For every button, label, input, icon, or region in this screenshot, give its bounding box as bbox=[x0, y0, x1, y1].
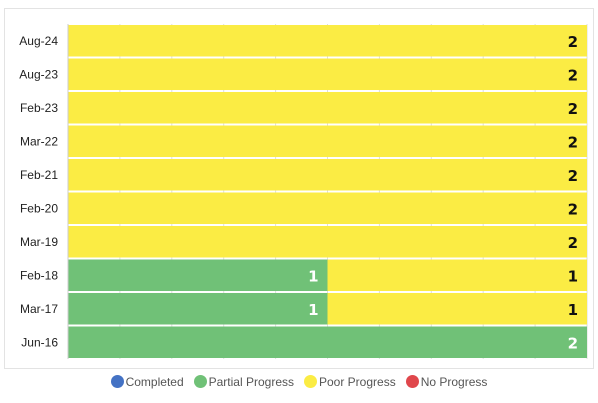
data-label: 1 bbox=[568, 267, 578, 285]
category-label: Feb-20 bbox=[20, 201, 58, 215]
bar-segment bbox=[68, 192, 587, 224]
bar-segment bbox=[327, 259, 587, 291]
data-label: 2 bbox=[568, 133, 578, 151]
bar-segment bbox=[68, 326, 587, 358]
bar-segment bbox=[68, 293, 328, 325]
data-label: 1 bbox=[308, 267, 318, 285]
data-label: 2 bbox=[568, 100, 578, 118]
category-label: Mar-22 bbox=[20, 134, 58, 148]
bar-segment bbox=[68, 125, 587, 157]
bar-segment bbox=[68, 58, 587, 90]
data-label: 2 bbox=[568, 66, 578, 84]
category-label: Aug-24 bbox=[19, 34, 58, 48]
legend-item[interactable]: Completed bbox=[110, 374, 184, 389]
bar-segment bbox=[68, 259, 328, 291]
legend-label: Poor Progress bbox=[319, 374, 396, 389]
category-label: Feb-18 bbox=[20, 268, 58, 282]
chart-border bbox=[4, 8, 594, 369]
category-label: Feb-21 bbox=[20, 168, 58, 182]
legend-swatch bbox=[405, 375, 419, 389]
category-label: Feb-23 bbox=[20, 101, 58, 115]
data-label: 2 bbox=[568, 167, 578, 185]
category-label: Mar-19 bbox=[20, 235, 58, 249]
data-label: 2 bbox=[568, 200, 578, 218]
legend-swatch bbox=[304, 375, 317, 389]
legend-swatch bbox=[110, 375, 124, 389]
data-label: 1 bbox=[308, 301, 318, 319]
bar-segment bbox=[68, 92, 587, 124]
bar-segment bbox=[68, 226, 587, 258]
data-label: 1 bbox=[568, 301, 578, 319]
legend-item[interactable]: No Progress bbox=[405, 374, 488, 389]
stacked-bar-chart: Aug-24 2 Aug-23 2 Feb-23 2 Mar-22 2 Feb-21 2 Feb-2… bbox=[4, 8, 594, 369]
legend-item[interactable]: Partial Progress bbox=[193, 374, 294, 389]
category-label: Jun-16 bbox=[21, 335, 58, 349]
bar-segment bbox=[327, 293, 587, 325]
category-label: Mar-17 bbox=[20, 302, 58, 316]
legend-label: Completed bbox=[125, 374, 184, 389]
legend-item[interactable]: Poor Progress bbox=[304, 374, 396, 389]
legend-label: Partial Progress bbox=[208, 374, 294, 389]
data-label: 2 bbox=[568, 334, 578, 352]
bar-segment bbox=[68, 25, 587, 57]
legend: Completed Partial Progress Poor Progress No… bbox=[0, 374, 598, 389]
bar-segment bbox=[68, 159, 587, 191]
data-label: 2 bbox=[568, 33, 578, 51]
legend-label: No Progress bbox=[420, 374, 488, 389]
data-label: 2 bbox=[568, 234, 578, 252]
legend-swatch bbox=[193, 375, 207, 389]
category-label: Aug-23 bbox=[19, 67, 58, 81]
